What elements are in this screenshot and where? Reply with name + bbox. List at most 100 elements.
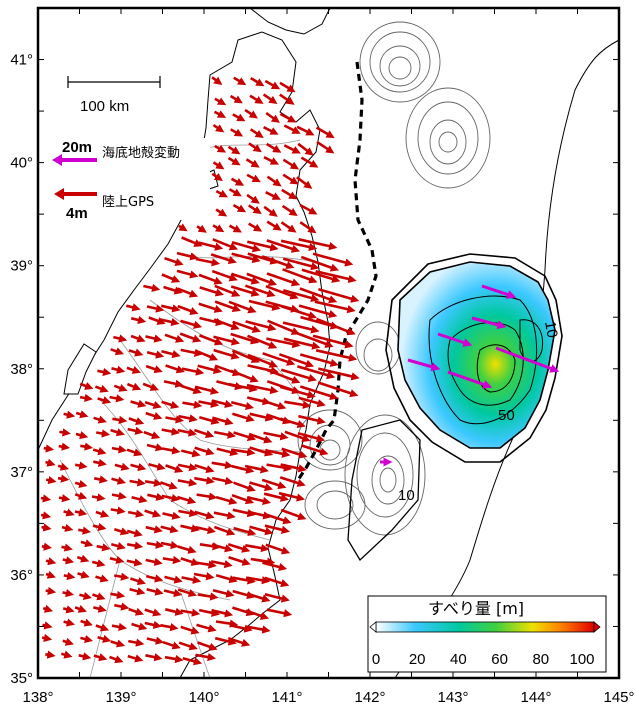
gps-arrow: [312, 334, 354, 349]
gps-arrow: [62, 589, 75, 598]
gps-arrow: [93, 653, 108, 662]
gps-arrow: [261, 478, 287, 490]
gps-arrow: [148, 462, 166, 471]
gps-arrow: [264, 592, 290, 603]
gps-arrow: [61, 523, 74, 532]
gps-arrow: [229, 94, 243, 104]
gps-arrow: [232, 447, 256, 457]
gps-arrow: [233, 481, 256, 492]
x-tick-label: 142°: [354, 689, 385, 706]
gps-arrow: [74, 479, 88, 488]
gps-arrow: [193, 572, 215, 581]
gps-arrow: [211, 399, 234, 408]
gps-arrow: [160, 623, 179, 632]
colorbar: すべり量 [m] 0 20 40 60 80 100: [367, 595, 607, 673]
gps-arrow: [233, 431, 257, 442]
gps-arrow: [230, 369, 259, 383]
triangle-arrow-icon: [369, 621, 377, 633]
gps-arrow: [232, 589, 256, 600]
gps-arrow: [212, 224, 225, 233]
gps-arrow: [247, 334, 278, 349]
gps-arrow: [299, 385, 339, 401]
colorbar-tick-label: 100: [569, 651, 594, 668]
x-tick-label: 144°: [520, 689, 551, 706]
gps-arrow: [228, 382, 258, 393]
gps-arrow: [40, 494, 52, 503]
gps-arrow: [263, 156, 280, 165]
gps-arrow: [110, 590, 126, 600]
gps-arrow: [131, 495, 148, 504]
gps-arrow: [109, 394, 125, 403]
gps-arrow: [127, 426, 144, 435]
gps-arrow: [79, 382, 94, 390]
gps-arrow: [215, 573, 238, 584]
scale-bar: 100 km: [67, 76, 162, 116]
gps-arrow: [164, 575, 183, 584]
gps-arrow: [266, 337, 301, 349]
gps-arrow: [213, 511, 236, 520]
gps-arrow: [161, 349, 181, 359]
gps-arrow: [93, 458, 107, 467]
gps-arrow: [215, 495, 238, 505]
gps-arrow: [80, 539, 94, 548]
gps-arrow: [179, 332, 202, 343]
gps-arrow: [267, 319, 301, 335]
gps-arrow: [145, 411, 163, 420]
gps-arrow: [211, 76, 223, 86]
gps-arrow: [196, 224, 207, 233]
gps-arrow: [63, 618, 76, 627]
gps-arrow: [266, 239, 301, 253]
legend-land-label: 陸上GPS: [102, 194, 154, 210]
gps-arrow: [315, 270, 357, 284]
gps-arrow: [213, 430, 236, 439]
contour-label-50: 50: [498, 407, 515, 424]
gps-arrow: [280, 221, 297, 233]
gps-arrow: [265, 449, 291, 458]
gps-arrow: [266, 608, 293, 618]
gps-arrow: [144, 620, 162, 629]
gps-arrow: [164, 333, 185, 343]
gps-arrow: [299, 221, 317, 234]
gps-arrow: [57, 474, 70, 483]
gps-arrow: [45, 476, 57, 485]
gps-arrow: [283, 144, 301, 154]
gps-arrow: [161, 400, 180, 409]
gps-arrow: [232, 508, 256, 518]
gps-arrow: [262, 561, 288, 571]
gps-arrow: [130, 399, 147, 408]
slip-outer-contour: [385, 253, 563, 463]
gps-arrow: [180, 625, 200, 635]
gps-arrow: [232, 576, 256, 585]
gps-arrow: [165, 415, 184, 424]
gps-arrow: [111, 491, 127, 500]
gps-arrow: [263, 431, 289, 441]
gps-arrow: [196, 623, 217, 633]
gps-arrow: [246, 272, 278, 286]
gps-arrow: [296, 125, 315, 136]
gps-arrow: [126, 382, 142, 391]
gps-arrow: [278, 491, 306, 502]
gps-arrow: [279, 476, 306, 487]
gps-arrow: [246, 240, 279, 252]
gps-arrow: [244, 464, 269, 474]
gps-arrow: [231, 240, 261, 253]
gps-arrow: [146, 540, 165, 549]
gps-arrow: [160, 525, 179, 534]
contour-label-10: 10: [541, 320, 561, 339]
gps-arrow: [161, 304, 181, 313]
y-tick-label: 35°: [10, 670, 33, 687]
gps-arrow: [182, 400, 203, 409]
colorbar-title: すべり量 [m]: [428, 599, 524, 618]
gps-arrow: [41, 633, 53, 642]
gps-arrow: [297, 365, 336, 380]
gps-arrow: [109, 555, 125, 564]
gps-arrow: [114, 602, 130, 611]
gps-arrow: [176, 251, 199, 261]
gps-arrow: [279, 385, 316, 399]
gps-arrow: [212, 161, 225, 170]
gps-arrow: [228, 188, 242, 197]
gps-arrow: [318, 288, 360, 303]
gps-arrow: [146, 304, 165, 313]
gps-arrow: [197, 364, 222, 374]
gps-arrow: [246, 193, 260, 204]
